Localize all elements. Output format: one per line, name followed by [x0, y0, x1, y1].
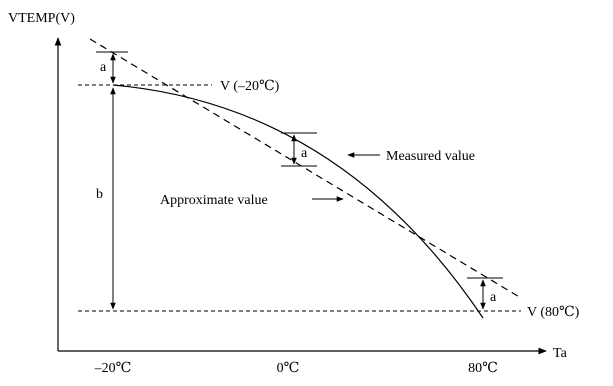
measured-curve	[112, 84, 484, 319]
x-tick-minus20: –20℃	[94, 361, 132, 376]
ref-label-upper: V (–20℃)	[220, 79, 280, 94]
label-b: b	[96, 187, 103, 202]
approximate-label: Approximate value	[160, 193, 268, 208]
label-a-right: a	[490, 290, 497, 305]
approximate-line	[89, 38, 522, 299]
ref-label-lower: V (80℃)	[527, 305, 580, 320]
label-a-mid: a	[301, 146, 308, 161]
label-a-left: a	[100, 60, 107, 75]
measured-label: Measured value	[386, 149, 475, 164]
y-axis-label: VTEMP(V)	[8, 11, 75, 26]
x-tick-0: 0℃	[277, 361, 300, 376]
x-axis-label: Ta	[553, 346, 568, 361]
x-tick-80: 80℃	[468, 361, 498, 376]
